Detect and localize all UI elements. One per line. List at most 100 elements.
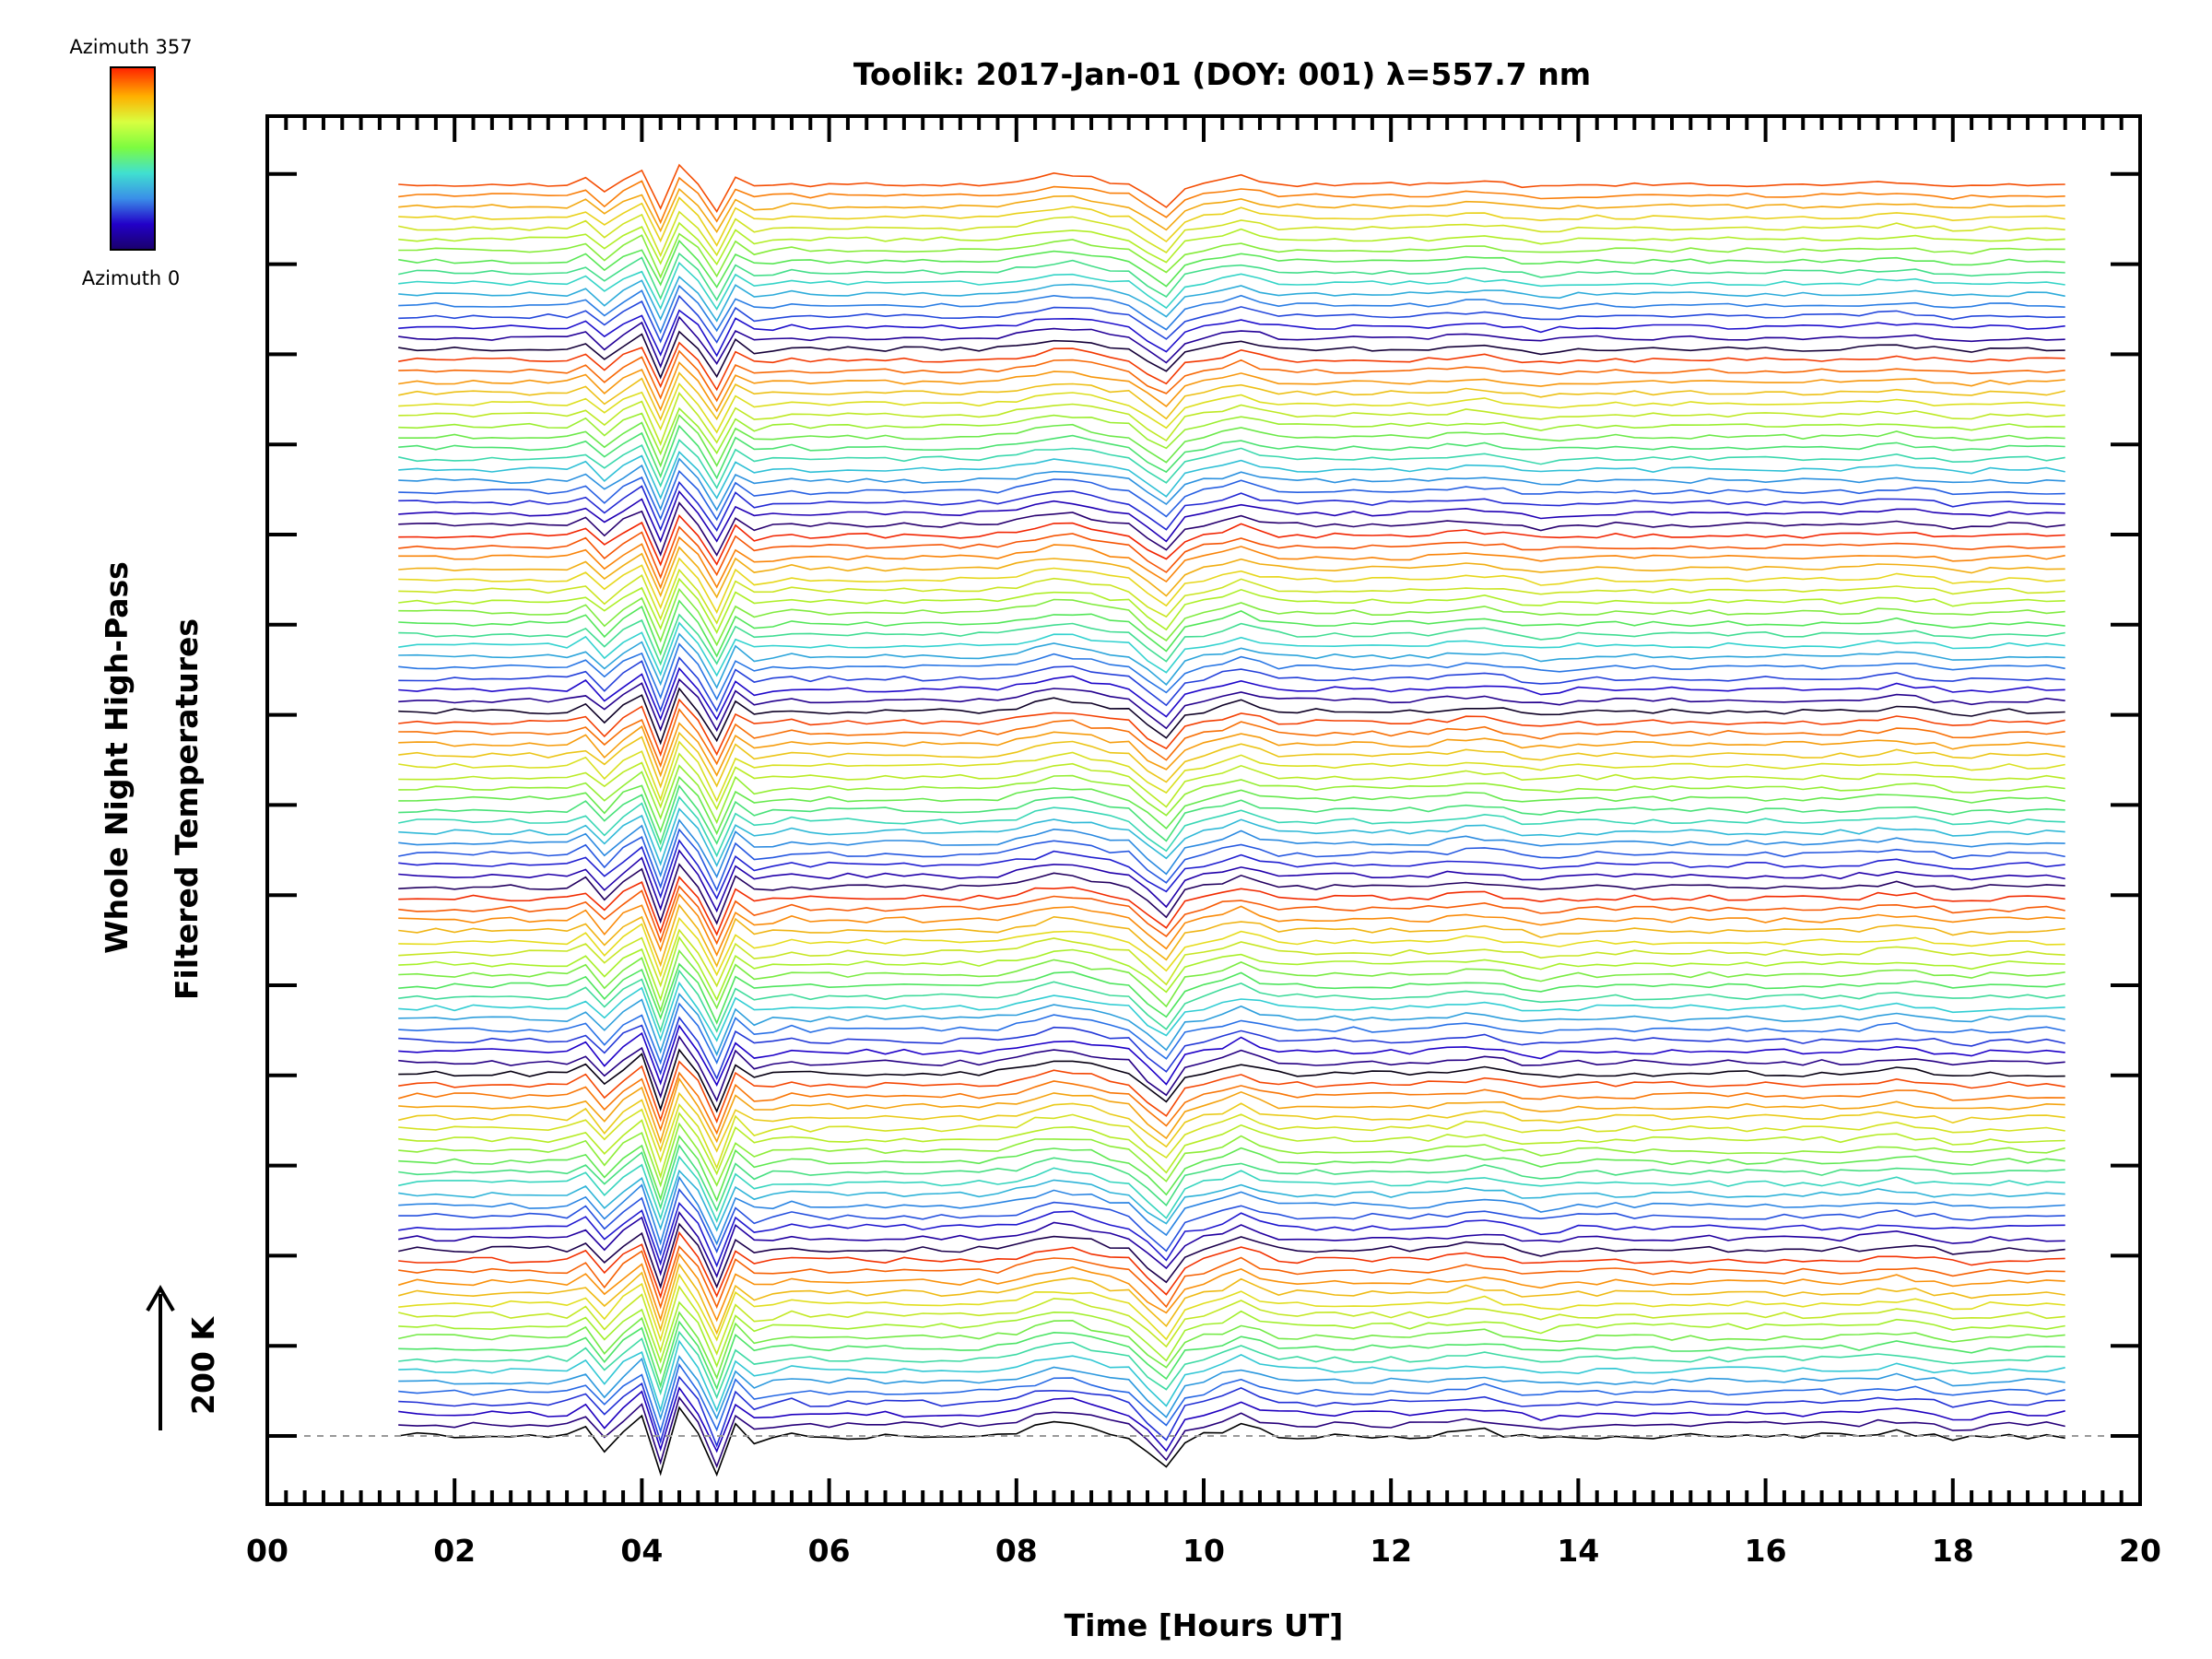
series-line [398, 849, 2065, 913]
series-line [398, 514, 2065, 567]
series-line [398, 981, 2065, 1042]
series-line [398, 1406, 2065, 1477]
series-line [398, 349, 2065, 403]
series-line [398, 284, 2065, 335]
x-axis-label: Time [Hours UT] [1065, 1607, 1344, 1643]
series-line [398, 740, 2065, 803]
series-line [398, 546, 2065, 599]
series-layer [397, 163, 2065, 1477]
series-line [398, 1135, 2065, 1203]
x-tick-label: 12 [1370, 1533, 1412, 1569]
series-line [398, 1016, 2065, 1081]
series-line [398, 187, 2065, 233]
series-line [398, 1300, 2065, 1369]
series-line [398, 457, 2065, 512]
scale-bar: 200 K [146, 1285, 221, 1430]
tick-layer [265, 116, 2142, 1504]
series-line [398, 261, 2065, 311]
series-line [398, 1103, 2065, 1171]
series-line [398, 360, 2065, 413]
colorbar-top-label: Azimuth 357 [69, 36, 192, 58]
series-line [398, 1077, 2065, 1145]
series-line [398, 1201, 2065, 1268]
series-line [398, 315, 2065, 369]
series-line [398, 818, 2065, 879]
series-line [398, 392, 2065, 446]
scale-bar-arrow-head [146, 1285, 175, 1312]
series-line [397, 1263, 2065, 1335]
series-line [398, 382, 2065, 434]
series-line [398, 916, 2065, 978]
series-line [398, 1188, 2065, 1256]
series-line [398, 489, 2065, 544]
series-line [398, 252, 2065, 301]
colorbar-bottom-label: Azimuth 0 [82, 267, 181, 289]
series-line [398, 795, 2065, 858]
series-line [397, 1253, 2065, 1323]
series-line [398, 196, 2065, 247]
series-line [398, 698, 2065, 758]
x-tick-label: 06 [808, 1533, 851, 1569]
series-line [398, 535, 2065, 590]
series-line [398, 928, 2065, 988]
series-line [398, 1395, 2065, 1469]
series-line [398, 677, 2065, 733]
series-line [398, 621, 2065, 677]
series-line [398, 1285, 2065, 1356]
series-line [398, 1024, 2065, 1087]
series-line [398, 962, 2065, 1025]
series-line [398, 764, 2065, 825]
x-tick-label: 20 [2119, 1533, 2161, 1569]
series-line [398, 752, 2065, 811]
series-line [398, 1355, 2065, 1421]
series-line [398, 210, 2065, 258]
series-line [398, 642, 2065, 701]
series-line [398, 784, 2065, 846]
chart-title: Toolik: 2017-Jan-01 (DOY: 001) λ=557.7 n… [853, 56, 1591, 92]
series-line [398, 1375, 2065, 1448]
series-line [398, 1273, 2065, 1343]
x-tick-label: 04 [620, 1533, 663, 1569]
x-tick-label: 02 [433, 1533, 476, 1569]
series-line [398, 687, 2065, 746]
series-line [398, 666, 2065, 722]
series-line [398, 1144, 2065, 1213]
series-line [398, 935, 2065, 1002]
series-line [398, 731, 2065, 789]
series-line [398, 1362, 2065, 1434]
series-line [398, 599, 2065, 658]
series-line [398, 414, 2065, 468]
series-line [398, 656, 2065, 712]
series-line [398, 775, 2065, 836]
x-tick-label: 00 [246, 1533, 288, 1569]
scale-bar-label: 200 K [185, 1316, 221, 1415]
colorbar [110, 66, 156, 251]
series-line [398, 1386, 2065, 1453]
series-line [398, 885, 2065, 946]
series-line [398, 839, 2065, 900]
series-line [398, 632, 2065, 689]
x-tick-label: 08 [995, 1533, 1038, 1569]
series-line [398, 294, 2065, 344]
series-line [398, 1035, 2065, 1102]
series-line [398, 876, 2065, 936]
series-line [398, 424, 2065, 480]
series-line [398, 1210, 2065, 1278]
series-line [398, 1122, 2065, 1188]
series-line [398, 1155, 2065, 1223]
x-tick-label: 18 [1932, 1533, 1974, 1569]
series-line [398, 406, 2065, 456]
series-line [398, 330, 2065, 380]
x-tick-label: 16 [1745, 1533, 1787, 1569]
series-line [398, 948, 2065, 1013]
series-line [398, 1112, 2065, 1180]
series-line [398, 341, 2065, 392]
series-line [398, 1330, 2065, 1400]
series-line [398, 525, 2065, 580]
series-line [398, 993, 2065, 1057]
series-line [398, 1048, 2065, 1113]
series-line [398, 439, 2065, 489]
series-line [398, 1091, 2065, 1153]
series-line [398, 863, 2065, 925]
